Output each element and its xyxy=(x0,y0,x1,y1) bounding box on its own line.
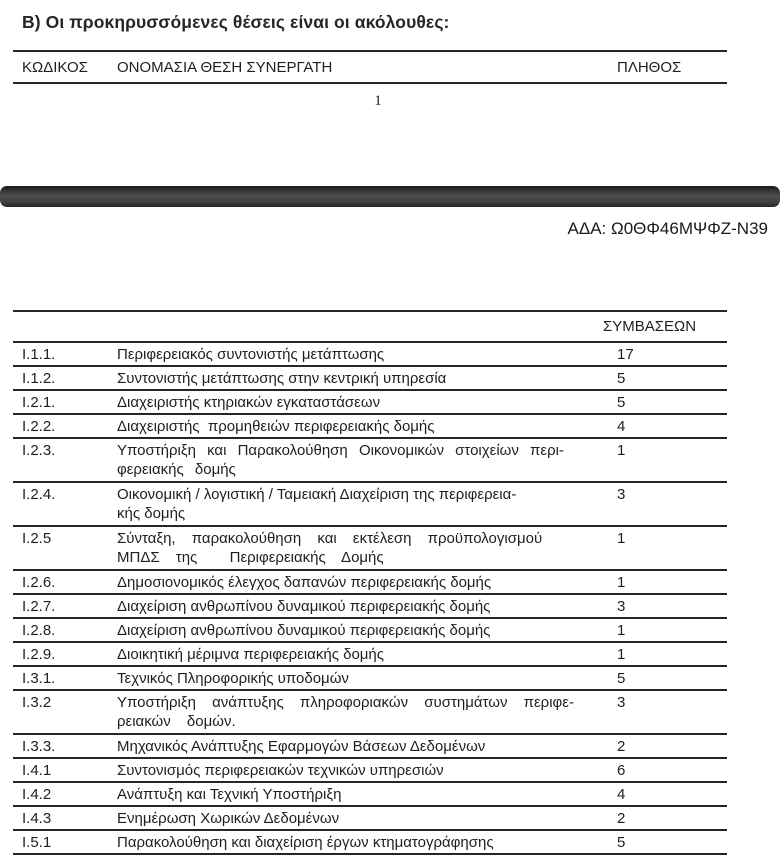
position-name-cell: Διαχειριστής προμηθειών περιφερειακής δο… xyxy=(117,418,435,435)
table-header-row: ΣΥΜΒΑΣΕΩΝ xyxy=(13,310,727,343)
code-cell: Ι.3.2 xyxy=(22,694,52,711)
code-cell: Ι.1.1. xyxy=(22,346,56,363)
positions-table: ΣΥΜΒΑΣΕΩΝ Ι.1.1. Περιφερειακός συντονιστ… xyxy=(13,310,727,855)
count-cell: 5 xyxy=(617,370,626,387)
code-cell: Ι.3.1. xyxy=(22,670,56,687)
position-name-cell: Ανάπτυξη και Τεχνική Υποστήριξη xyxy=(117,786,342,803)
pdf-page-1: Β) Οι προκηρυσσόμενες θέσεις είναι οι ακ… xyxy=(0,0,780,186)
table-row: Ι.5.1 Παρακολούθηση και διαχείριση έργων… xyxy=(13,831,727,855)
position-name-cell: Δημοσιονομικός έλεγχος δαπανών περιφερει… xyxy=(117,574,492,591)
table-header-row: ΚΩΔΙΚΟΣ ΟΝΟΜΑΣΙΑ ΘΕΣΗ ΣΥΝΕΡΓΑΤΗ ΠΛΗΘΟΣ xyxy=(13,50,727,84)
column-header-code: ΚΩΔΙΚΟΣ xyxy=(22,58,88,76)
count-cell: 3 xyxy=(617,598,626,615)
table-row: Ι.1.2. Συντονιστής μετάπτωσης στην κεντρ… xyxy=(13,367,727,391)
count-cell: 1 xyxy=(617,574,626,591)
table-row: Ι.2.4. Οικονομική / λογιστική / Ταμειακή… xyxy=(13,483,727,527)
count-cell: 17 xyxy=(617,346,634,363)
code-cell: Ι.2.9. xyxy=(22,646,56,663)
table-row: Ι.2.2. Διαχειριστής προμηθειών περιφερει… xyxy=(13,415,727,439)
column-header-contracts: ΣΥΜΒΑΣΕΩΝ xyxy=(603,318,697,335)
code-cell: Ι.2.6. xyxy=(22,574,56,591)
position-name-cell: Συντονισμός περιφερειακών τεχνικών υπηρε… xyxy=(117,762,444,779)
table-row: Ι.2.3. Υποστήριξη και Παρακολούθηση Οικο… xyxy=(13,439,727,483)
table-row: Ι.2.9. Διοικητική μέριμνα περιφερειακής … xyxy=(13,643,727,667)
table-row: Ι.2.7. Διαχείριση ανθρωπίνου δυναμικού π… xyxy=(13,595,727,619)
count-cell: 1 xyxy=(617,622,626,639)
position-name-cell: Μηχανικός Ανάπτυξης Εφαρμογών Βάσεων Δεδ… xyxy=(117,738,486,755)
code-cell: Ι.4.3 xyxy=(22,810,52,827)
position-name-cell: Τεχνικός Πληροφορικής υποδομών xyxy=(117,670,349,687)
code-cell: Ι.2.4. xyxy=(22,486,56,503)
table-row: Ι.3.3. Μηχανικός Ανάπτυξης Εφαρμογών Βάσ… xyxy=(13,735,727,759)
table-row: Ι.4.1 Συντονισμός περιφερειακών τεχνικών… xyxy=(13,759,727,783)
table-row: Ι.1.1. Περιφερειακός συντονιστής μετάπτω… xyxy=(13,343,727,367)
position-name-cell: Υποστήριξη και Παρακολούθηση Οικονομικών… xyxy=(117,442,564,478)
table-row: Ι.3.1. Τεχνικός Πληροφορικής υποδομών 5 xyxy=(13,667,727,691)
code-cell: Ι.4.1 xyxy=(22,762,52,779)
count-cell: 5 xyxy=(617,394,626,411)
position-name-cell: Διοικητική μέριμνα περιφερειακής δομής xyxy=(117,646,384,663)
table-row: Ι.2.8. Διαχείριση ανθρωπίνου δυναμικού π… xyxy=(13,619,727,643)
position-name-cell: Διαχειριστής κτηριακών εγκαταστάσεων xyxy=(117,394,381,411)
count-cell: 5 xyxy=(617,834,626,851)
count-cell: 4 xyxy=(617,786,626,803)
position-name-cell: Σύνταξη, παρακολούθηση και εκτέλεση προϋ… xyxy=(117,530,543,566)
code-cell: Ι.2.1. xyxy=(22,394,56,411)
page-separator-band xyxy=(0,186,780,207)
count-cell: 1 xyxy=(617,442,626,459)
code-cell: Ι.4.2 xyxy=(22,786,52,803)
position-name-cell: Οικονομική / λογιστική / Ταμειακή Διαχεί… xyxy=(117,486,517,522)
code-cell: Ι.2.5 xyxy=(22,530,52,547)
table-row: Ι.3.2 Υποστήριξη ανάπτυξης πληροφοριακών… xyxy=(13,691,727,735)
column-header-position-name: ΟΝΟΜΑΣΙΑ ΘΕΣΗ ΣΥΝΕΡΓΑΤΗ xyxy=(117,58,333,76)
count-cell: 6 xyxy=(617,762,626,779)
pdf-page-2: ΑΔΑ: Ω0ΘΦ46ΜΨΦΖ-Ν39 ΣΥΜΒΑΣΕΩΝ Ι.1.1. Περ… xyxy=(0,207,780,855)
page-number: 1 xyxy=(374,93,382,109)
section-heading: Β) Οι προκηρυσσόμενες θέσεις είναι οι ακ… xyxy=(22,12,450,32)
table-row: Ι.2.1. Διαχειριστής κτηριακών εγκαταστάσ… xyxy=(13,391,727,415)
position-name-cell: Διαχείριση ανθρωπίνου δυναμικού περιφερε… xyxy=(117,622,491,639)
code-cell: Ι.2.7. xyxy=(22,598,56,615)
table-row: Ι.4.3 Ενημέρωση Χωρικών Δεδομένων 2 xyxy=(13,807,727,831)
count-cell: 4 xyxy=(617,418,626,435)
position-name-cell: Συντονιστής μετάπτωσης στην κεντρική υπη… xyxy=(117,370,447,387)
code-cell: Ι.3.3. xyxy=(22,738,56,755)
count-cell: 5 xyxy=(617,670,626,687)
code-cell: Ι.2.2. xyxy=(22,418,56,435)
code-cell: Ι.2.8. xyxy=(22,622,56,639)
table-row: Ι.2.5 Σύνταξη, παρακολούθηση και εκτέλεσ… xyxy=(13,527,727,571)
position-name-cell: Υποστήριξη ανάπτυξης πληροφοριακών συστη… xyxy=(117,694,574,730)
code-cell: Ι.5.1 xyxy=(22,834,52,851)
code-cell: Ι.1.2. xyxy=(22,370,56,387)
code-cell: Ι.2.3. xyxy=(22,442,56,459)
count-cell: 2 xyxy=(617,738,626,755)
positions-table-header-page1: ΚΩΔΙΚΟΣ ΟΝΟΜΑΣΙΑ ΘΕΣΗ ΣΥΝΕΡΓΑΤΗ ΠΛΗΘΟΣ xyxy=(13,50,727,84)
position-name-cell: Παρακολούθηση και διαχείριση έργων κτημα… xyxy=(117,834,494,851)
table-row: Ι.4.2 Ανάπτυξη και Τεχνική Υποστήριξη 4 xyxy=(13,783,727,807)
table-row: Ι.2.6. Δημοσιονομικός έλεγχος δαπανών πε… xyxy=(13,571,727,595)
position-name-cell: Διαχείριση ανθρωπίνου δυναμικού περιφερε… xyxy=(117,598,491,615)
count-cell: 3 xyxy=(617,694,626,711)
count-cell: 3 xyxy=(617,486,626,503)
position-name-cell: Περιφερειακός συντονιστής μετάπτωσης xyxy=(117,346,385,363)
count-cell: 1 xyxy=(617,646,626,663)
position-name-cell: Ενημέρωση Χωρικών Δεδομένων xyxy=(117,810,340,827)
column-header-count: ΠΛΗΘΟΣ xyxy=(617,58,682,76)
count-cell: 1 xyxy=(617,530,626,547)
ada-code: ΑΔΑ: Ω0ΘΦ46ΜΨΦΖ-Ν39 xyxy=(567,219,769,238)
count-cell: 2 xyxy=(617,810,626,827)
